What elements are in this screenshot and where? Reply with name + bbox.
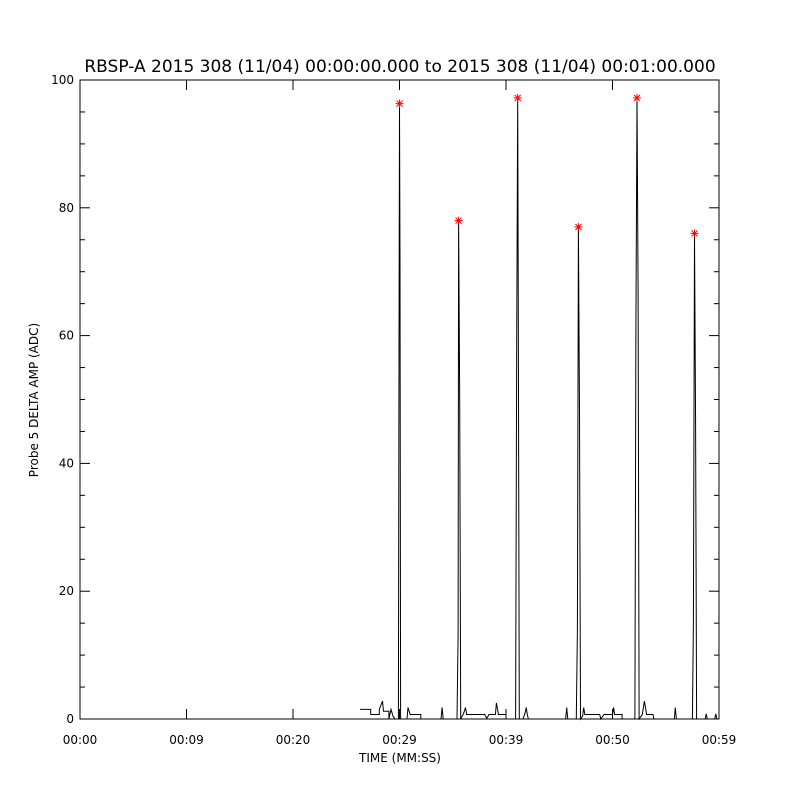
y-tick-label: 80 [59,201,74,215]
peak-marker [690,229,699,238]
peak-marker [513,93,522,102]
asterisk-stroke [633,94,641,102]
x-tick-label: 00:00 [63,733,98,747]
y-tick-labels: 0 20 40 60 80 100 [51,73,74,726]
axis-ticks [79,79,720,720]
y-tick-label: 60 [59,329,74,343]
x-tick-label: 00:09 [169,733,204,747]
peak-marker [454,216,463,225]
x-tick-label: 00:20 [276,733,311,747]
x-tick-label: 00:39 [489,733,524,747]
y-tick-label: 20 [59,584,74,598]
chart-title: RBSP-A 2015 308 (11/04) 00:00:00.000 to … [84,57,715,77]
asterisk-stroke [455,217,462,224]
x-tick-label: 00:29 [382,733,417,747]
asterisk-stroke [575,223,582,231]
asterisk-stroke [514,94,522,102]
y-axis-label: Probe 5 DELTA AMP (ADC) [27,323,41,477]
y-tick-label: 0 [66,712,74,726]
y-tick-label: 40 [59,456,74,470]
peak-marker [574,222,583,231]
x-axis-label: TIME (MM:SS) [358,751,441,765]
x-tick-label: 00:59 [702,733,737,747]
data-line [360,97,718,721]
x-tick-label: 00:50 [595,733,630,747]
peak-marker [632,93,641,102]
y-tick-label: 100 [51,73,74,87]
peak-marker [395,99,404,108]
x-tick-labels: 00:00 00:09 00:20 00:29 00:39 00:50 00:59 [63,733,737,747]
asterisk-stroke [691,230,698,237]
peak-markers [395,93,699,238]
asterisk-stroke [396,100,403,107]
